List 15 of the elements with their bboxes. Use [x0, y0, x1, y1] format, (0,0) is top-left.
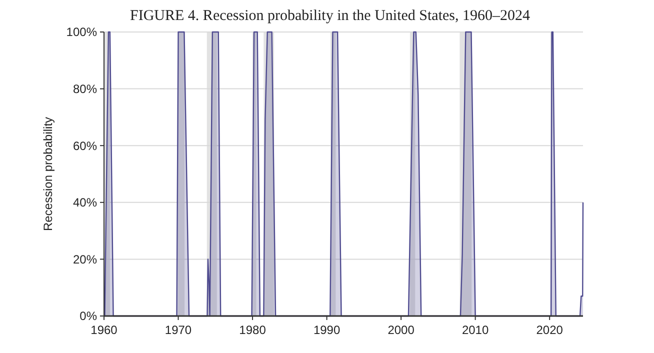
x-tick-label: 2010	[462, 323, 489, 337]
chart-title: FIGURE 4. Recession probability in the United States, 1960–2024	[130, 8, 530, 24]
x-tick-label: 2020	[536, 323, 564, 337]
y-tick-label: 100%	[66, 25, 98, 40]
x-tick-label: 1970	[164, 323, 192, 337]
y-axis-title: Recession probability	[41, 116, 55, 232]
x-tick-label: 1990	[313, 323, 340, 337]
y-tick-label: 20%	[72, 252, 98, 266]
y-tick-label: 0%	[80, 309, 98, 324]
y-tick-label: 60%	[72, 138, 98, 153]
x-tick-label: 2000	[388, 323, 415, 337]
x-tick-label: 1980	[239, 323, 266, 337]
x-tick-label: 1960	[90, 323, 118, 337]
y-tick-label: 80%	[72, 82, 98, 96]
y-tick-label: 40%	[72, 196, 98, 210]
